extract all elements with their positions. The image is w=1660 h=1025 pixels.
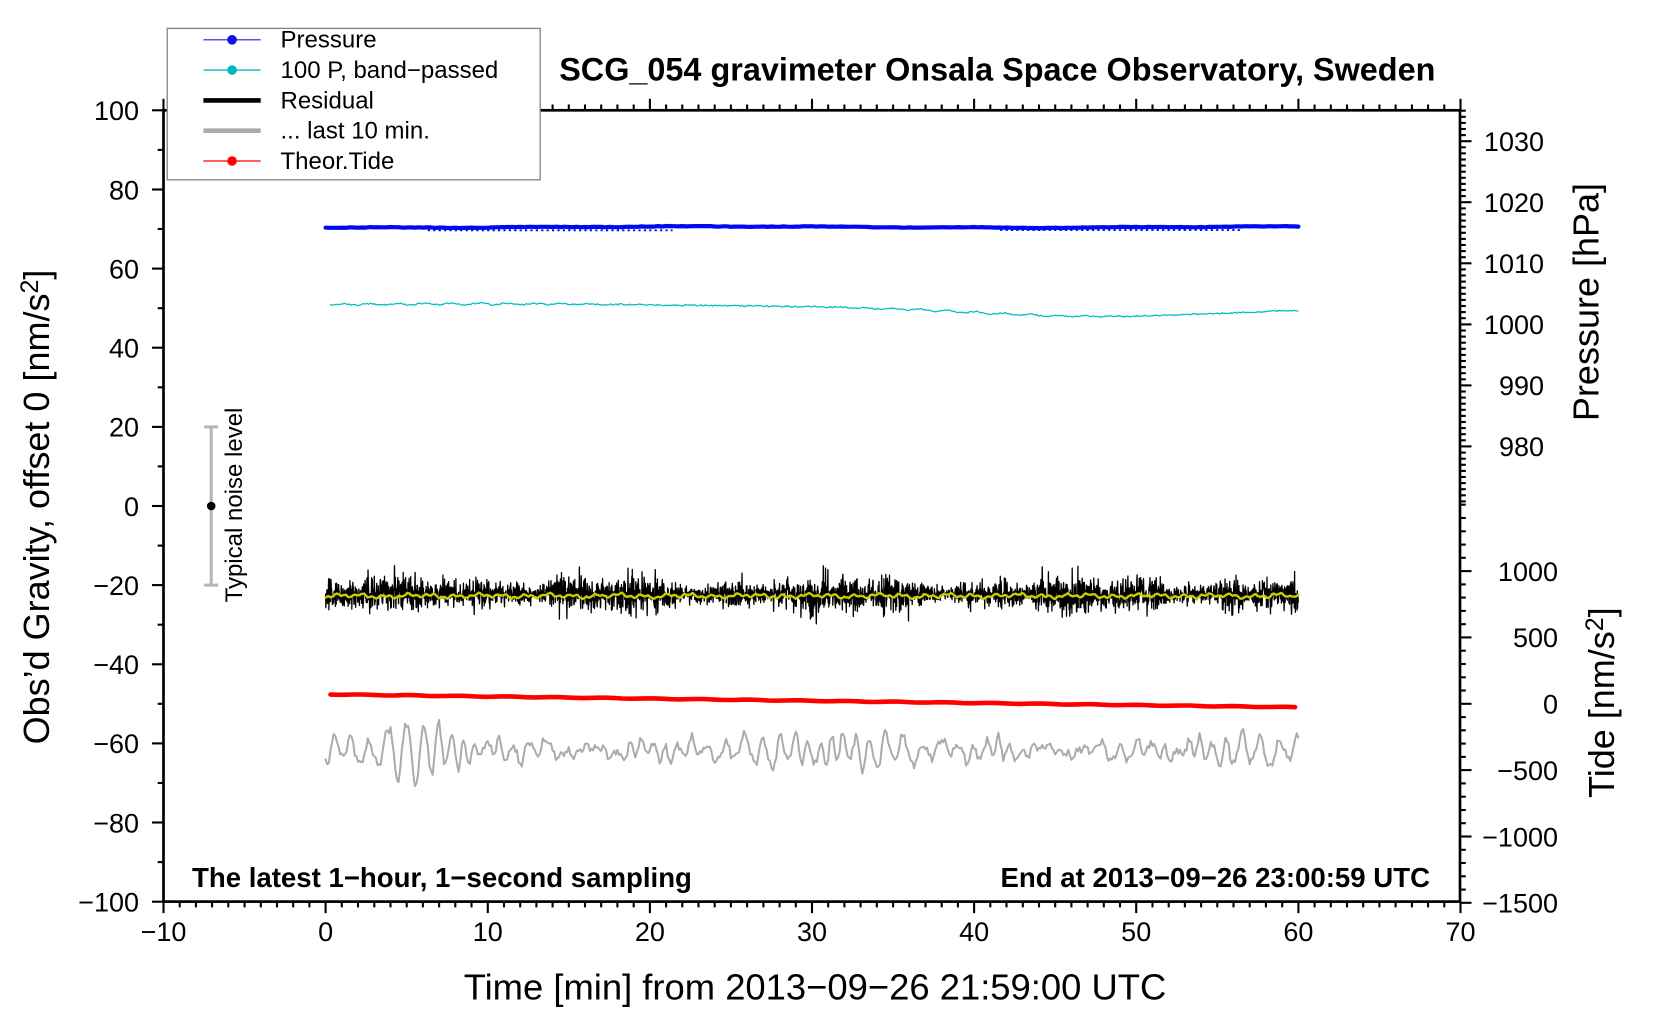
- svg-text:−100: −100: [78, 888, 139, 918]
- svg-text:0: 0: [1543, 690, 1558, 720]
- svg-text:1000: 1000: [1498, 557, 1558, 587]
- svg-text:SCG_054 gravimeter Onsala Spac: SCG_054 gravimeter Onsala Space Observat…: [559, 51, 1435, 87]
- svg-text:980: 980: [1499, 432, 1544, 462]
- svg-text:Pressure: Pressure: [281, 27, 377, 54]
- svg-text:30: 30: [797, 917, 827, 947]
- svg-text:−500: −500: [1497, 756, 1558, 786]
- svg-text:Theor.Tide: Theor.Tide: [281, 148, 395, 175]
- svg-text:−10: −10: [141, 917, 187, 947]
- svg-text:40: 40: [959, 917, 989, 947]
- svg-text:10: 10: [473, 917, 503, 947]
- svg-text:1000: 1000: [1484, 310, 1544, 340]
- svg-text:−1500: −1500: [1482, 889, 1558, 919]
- svg-text:1010: 1010: [1484, 249, 1544, 279]
- svg-text:Residual: Residual: [281, 87, 374, 114]
- svg-text:... last 10 min.: ... last 10 min.: [281, 118, 430, 145]
- svg-text:−1000: −1000: [1482, 822, 1558, 852]
- svg-text:Pressure [hPa]: Pressure [hPa]: [1566, 183, 1607, 421]
- svg-text:Tide [nm/s2]: Tide [nm/s2]: [1581, 607, 1622, 798]
- svg-text:80: 80: [109, 175, 139, 205]
- svg-text:The latest 1−hour, 1−second sa: The latest 1−hour, 1−second sampling: [192, 862, 692, 893]
- svg-text:70: 70: [1445, 917, 1475, 947]
- svg-text:60: 60: [1283, 917, 1313, 947]
- svg-text:−60: −60: [93, 729, 139, 759]
- svg-text:Obs’d Gravity, offset 0 [nm/s2: Obs’d Gravity, offset 0 [nm/s2]: [16, 270, 57, 745]
- svg-text:Time [min] from 2013−09−26 21:: Time [min] from 2013−09−26 21:59:00 UTC: [464, 967, 1167, 1008]
- svg-text:0: 0: [124, 492, 139, 522]
- svg-text:500: 500: [1513, 623, 1558, 653]
- svg-text:0: 0: [318, 917, 333, 947]
- svg-text:50: 50: [1121, 917, 1151, 947]
- svg-text:100: 100: [94, 96, 139, 126]
- svg-text:20: 20: [109, 413, 139, 443]
- svg-text:20: 20: [635, 917, 665, 947]
- svg-text:1030: 1030: [1484, 127, 1544, 157]
- svg-text:40: 40: [109, 334, 139, 364]
- svg-text:−80: −80: [93, 808, 139, 838]
- svg-text:−20: −20: [93, 571, 139, 601]
- svg-text:1020: 1020: [1484, 188, 1544, 218]
- svg-text:−40: −40: [93, 650, 139, 680]
- svg-text:End at 2013−09−26 23:00:59 UTC: End at 2013−09−26 23:00:59 UTC: [1001, 862, 1431, 893]
- svg-text:990: 990: [1499, 371, 1544, 401]
- svg-text:60: 60: [109, 254, 139, 284]
- svg-text:100 P, band−passed: 100 P, band−passed: [281, 57, 499, 84]
- svg-text:Typical noise level: Typical noise level: [221, 408, 248, 603]
